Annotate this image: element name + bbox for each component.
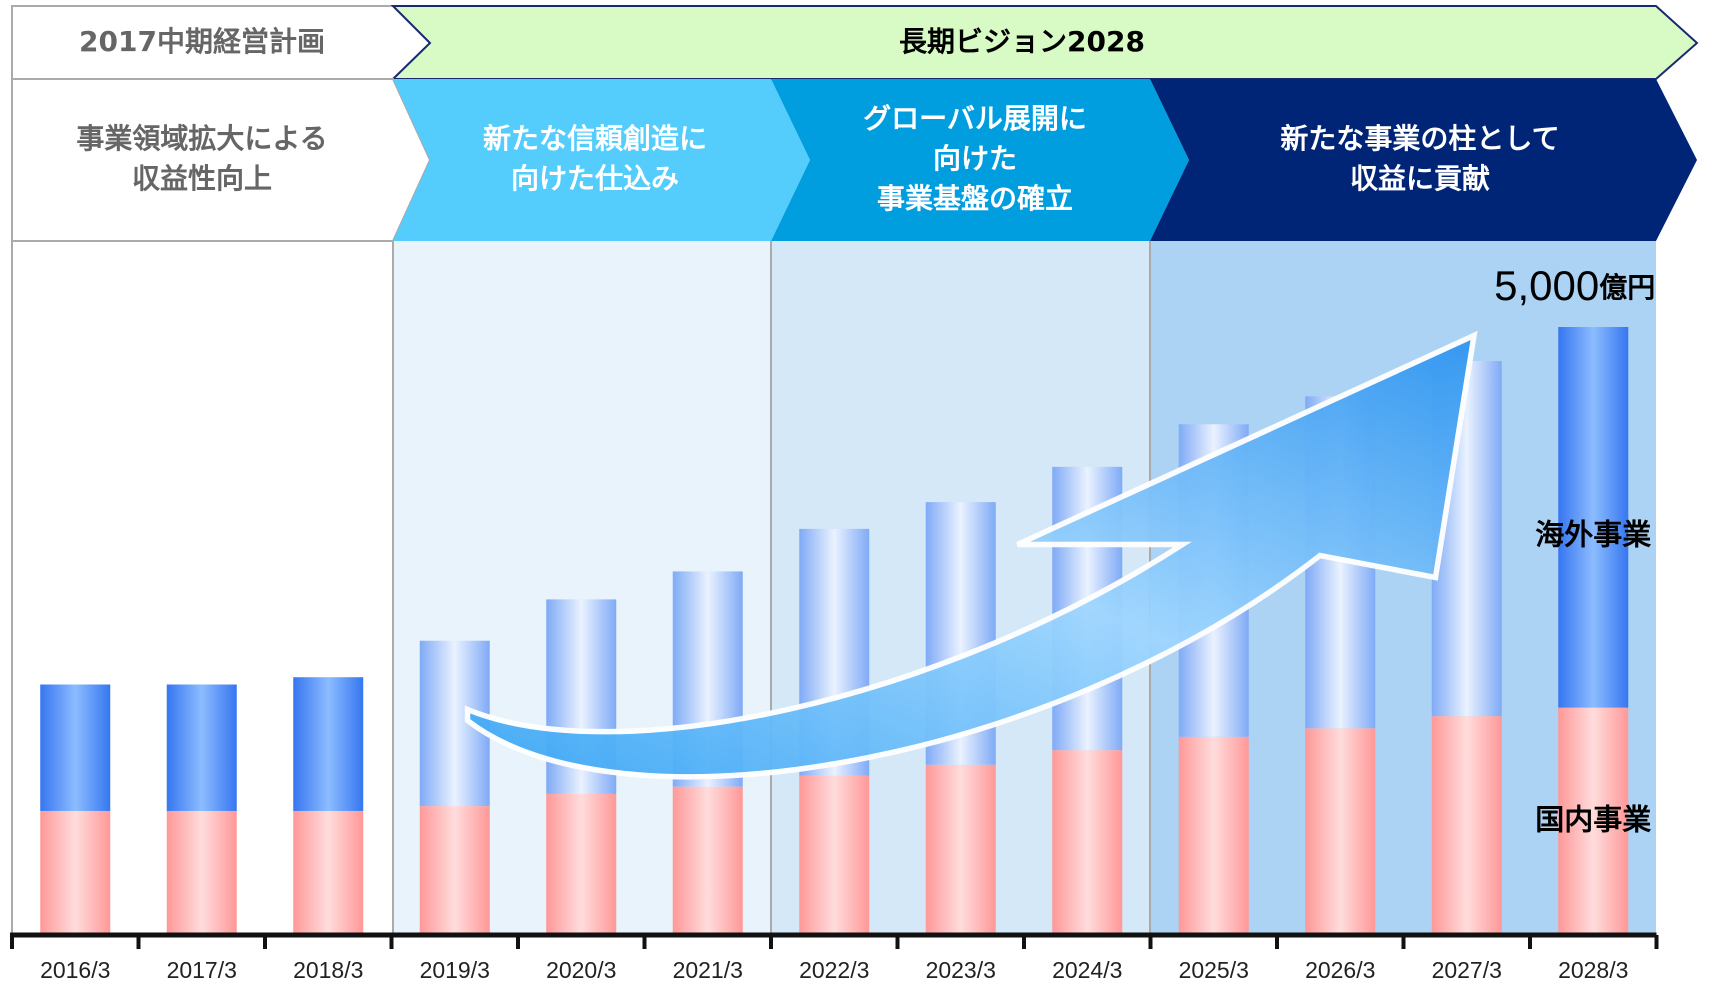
bar-segment [1305,728,1376,935]
header: 2017中期経営計画 長期ビジョン2028 [11,5,1699,242]
bar-segment [166,810,237,935]
phase-text: 収益性向上 [132,162,272,195]
bar-segment [293,810,364,935]
bar-segment [546,793,617,935]
x-tick-label: 2021/3 [673,957,743,982]
x-tick-label: 2026/3 [1305,957,1375,982]
bar-segment [40,684,111,811]
x-tick-label: 2024/3 [1052,957,1122,982]
bar-segment [799,775,870,935]
x-tick-label: 2019/3 [420,957,490,982]
phase-text: 新たな信頼創造に [483,122,707,155]
phase-text: 向けた [933,142,1017,175]
bar-segment [1052,750,1123,935]
x-tick-label: 2023/3 [926,957,996,982]
bar-segment [1558,707,1629,935]
x-tick-label: 2017/3 [167,957,237,982]
bar-segment [419,806,490,935]
bar-segment [925,764,996,935]
phase-text: 事業基盤の確立 [877,182,1073,215]
total-value: 5,000 [1494,262,1599,309]
phase-text: 向けた仕込み [511,162,679,195]
labels: 2016/3 2017/3 2018/3 2019/3 2020/3 2021/3 2022… [10,262,1659,982]
x-tick-label: 2028/3 [1558,957,1628,982]
x-tick-label: 2020/3 [546,957,616,982]
x-tick-label: 2027/3 [1432,957,1502,982]
x-tick-label: 2016/3 [40,957,110,982]
growth-arrow [464,330,1478,780]
phase-text: 事業領域拡大による [76,122,327,155]
bar-segment [1558,327,1629,708]
x-tick-label: 2022/3 [799,957,869,982]
bar-segment [166,684,237,811]
bar-segment [1178,736,1249,935]
bar-segment [1431,716,1502,935]
x-tick-label: 2025/3 [1179,957,1249,982]
bar-segment [672,786,743,935]
series-label: 国内事業 [1535,802,1651,836]
phase-text: 収益に貢献 [1350,162,1490,195]
phase-text: グローバル展開に [863,102,1087,135]
phase-text: 新たな事業の柱として [1280,122,1559,155]
vision-label: 長期ビジョン2028 [899,25,1145,58]
plan-label: 2017中期経営計画 [79,25,325,58]
total-label: 5,000億円 [1494,262,1655,309]
bar-segment [40,810,111,935]
series-label: 海外事業 [1535,517,1651,551]
total-unit: 億円 [1599,271,1655,304]
x-tick-label: 2018/3 [293,957,363,982]
bar-segment [293,677,364,811]
